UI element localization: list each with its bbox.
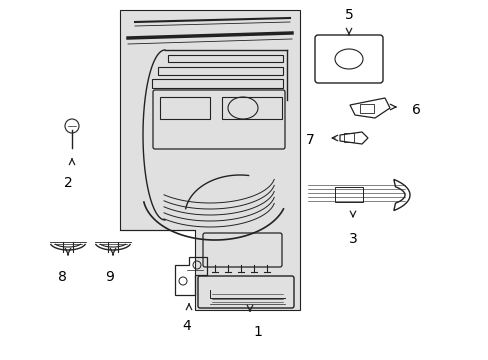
Text: 5: 5 [344,8,353,22]
Text: 1: 1 [253,325,262,339]
Bar [152,79,283,88]
Bar [168,55,283,62]
Text: 8: 8 [58,270,66,284]
Bar [158,67,283,75]
Text: 7: 7 [305,133,314,147]
Bar [359,104,373,113]
Bar [222,97,282,119]
Text: 3: 3 [348,232,357,246]
Polygon shape [120,10,299,310]
Bar [334,187,362,202]
Text: 6: 6 [411,103,420,117]
Text: 4: 4 [182,319,191,333]
Bar [343,133,353,142]
Bar [160,97,209,119]
Text: 2: 2 [63,176,72,190]
Text: 9: 9 [105,270,114,284]
